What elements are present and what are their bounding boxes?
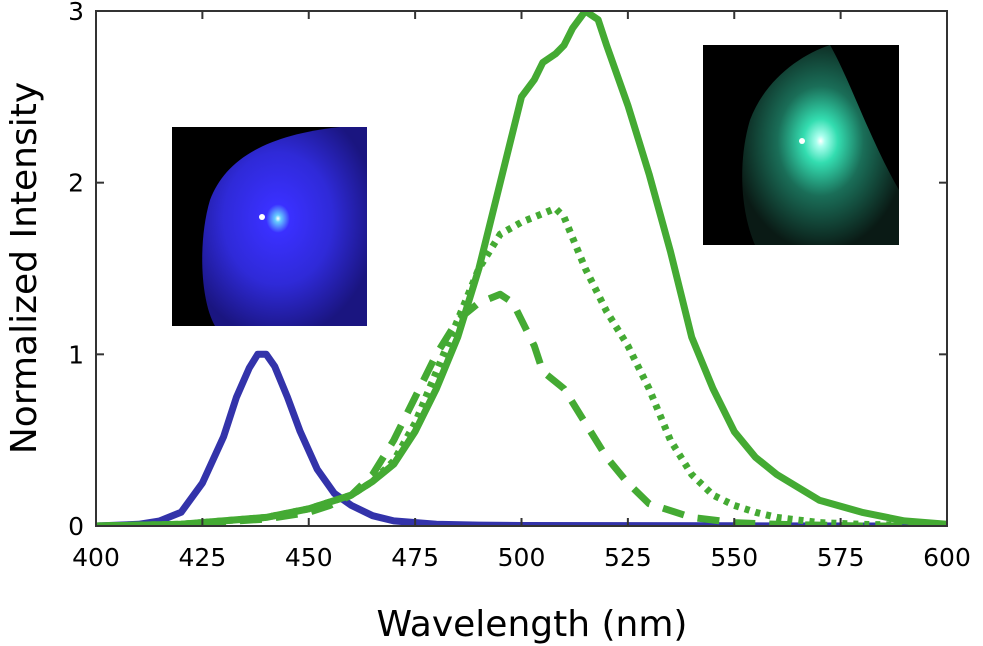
series-line-solid-0: [96, 350, 947, 526]
green-emission-photo: [703, 45, 899, 245]
x-tick-label: 425: [179, 543, 227, 572]
x-axis-title: Wavelength (nm): [377, 604, 688, 645]
x-tick-label: 575: [817, 543, 865, 572]
y-tick-label: 3: [68, 0, 84, 26]
x-tick-label: 550: [710, 543, 758, 572]
x-tick-label: 475: [391, 543, 439, 572]
x-tick-label: 450: [285, 543, 333, 572]
series-layer: [96, 11, 947, 526]
y-tick-label: 1: [68, 340, 84, 369]
y-tick-labels: 0 1 2 3: [68, 0, 84, 541]
x-tick-labels: 400 425 450 475 500 525 550 575 600: [72, 543, 971, 572]
x-tick-label: 500: [498, 543, 546, 572]
y-axis-title: Normalized Intensity: [4, 82, 45, 454]
series-line-dotted-2: [96, 204, 947, 526]
x-tick-label: 525: [604, 543, 652, 572]
series-line-dashed-3: [96, 290, 947, 526]
y-tick-label: 2: [68, 169, 84, 198]
blue-emission-photo: [172, 127, 367, 326]
y-tick-label: 0: [68, 512, 84, 541]
series-line-solid-1: [96, 11, 947, 526]
x-tick-label: 400: [72, 543, 120, 572]
x-tick-label: 600: [923, 543, 971, 572]
tick-layer: [95, 10, 948, 527]
